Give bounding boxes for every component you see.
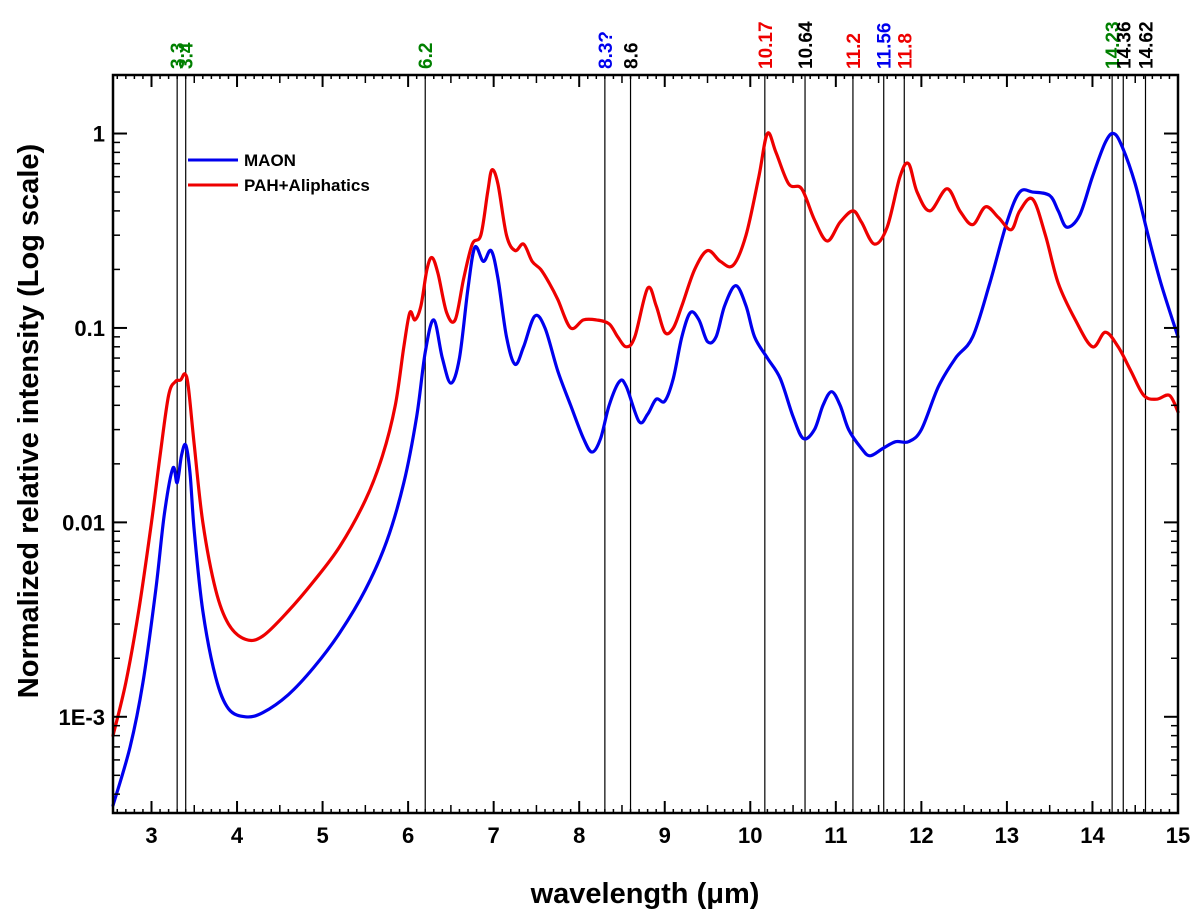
band-labels: 3.33.4 6.2 8.3? 8.6 10.17 10.64 11.2 11.56 11.8 1… <box>168 21 1157 69</box>
y-tick-label-0-1: 0.1 <box>74 316 105 341</box>
x-tick-label-6: 6 <box>402 823 414 848</box>
band-label-6-2: 6.2 <box>416 43 437 69</box>
band-label-14-62: 14.62 <box>1136 21 1157 69</box>
y-tick-label-1e-3: 1E-3 <box>59 705 105 730</box>
band-label-3-3: 3.3 <box>168 43 189 69</box>
band-label-10-17: 10.17 <box>756 21 777 69</box>
y-tick-label-1: 1 <box>93 122 105 147</box>
band-label-8-6: 8.6 <box>622 43 643 69</box>
band-label-14-36: 14.36 <box>1114 21 1135 69</box>
plot-frame <box>111 73 1180 815</box>
band-label-11-2: 11.2 <box>844 33 865 69</box>
x-axis-title: wavelength (μm) <box>530 878 760 910</box>
x-tick-label-7: 7 <box>488 823 500 848</box>
series-line-pah-aliphatics <box>111 131 1180 738</box>
ticks: 3 4 5 6 7 8 9 10 11 12 13 14 15 1E-3 0.01 0.1 1 <box>59 74 1190 848</box>
x-tick-label-14: 14 <box>1080 823 1105 848</box>
x-tick-label-4: 4 <box>231 823 244 848</box>
x-tick-label-9: 9 <box>659 823 671 848</box>
series-lines <box>111 131 1180 808</box>
axes <box>111 73 1180 815</box>
y-axis-title: Normalized relative intensity (Log scale… <box>13 144 45 698</box>
band-label-3-4: 3.4 <box>177 42 198 69</box>
x-tick-label-12: 12 <box>909 823 933 848</box>
x-tick-label-5: 5 <box>316 823 328 848</box>
legend-label-pah-aliphatics: PAH+Aliphatics <box>244 176 370 195</box>
band-label-11-8: 11.8 <box>895 33 916 69</box>
band-label-10-64: 10.64 <box>796 21 817 69</box>
x-tick-label-11: 11 <box>824 823 847 848</box>
series-line-maon <box>111 131 1180 808</box>
band-lines <box>176 75 1147 813</box>
legend-label-maon: MAON <box>244 151 296 170</box>
band-label-14-23: 14.23 <box>1103 21 1124 69</box>
band-label-8-3: 8.3? <box>596 31 617 69</box>
band-label-11-56: 11.56 <box>875 23 896 70</box>
x-tick-label-10: 10 <box>738 823 762 848</box>
legend: MAON PAH+Aliphatics <box>188 151 370 195</box>
x-tick-label-3: 3 <box>145 823 157 848</box>
x-tick-label-15: 15 <box>1166 823 1190 848</box>
x-tick-label-8: 8 <box>573 823 585 848</box>
x-tick-label-13: 13 <box>995 823 1019 848</box>
y-tick-label-0-01: 0.01 <box>62 510 105 535</box>
